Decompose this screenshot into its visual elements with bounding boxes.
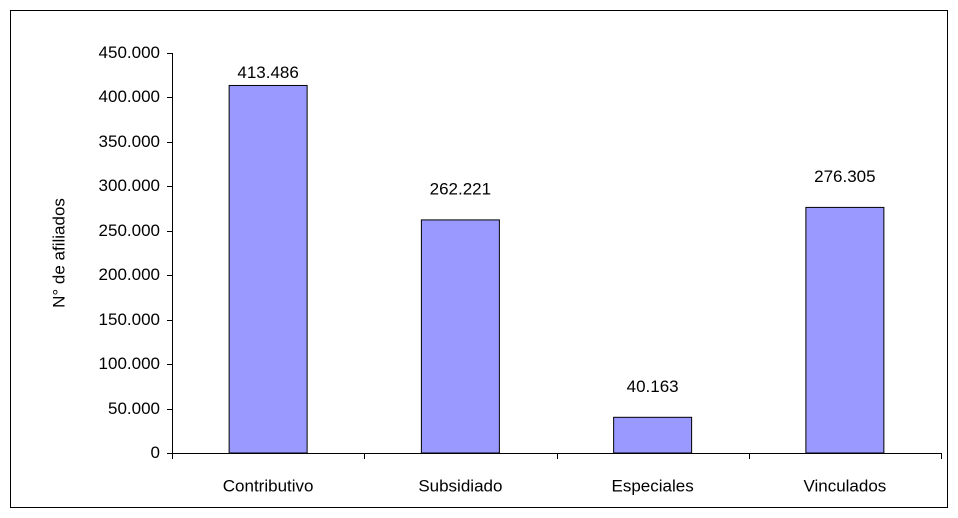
value-label: 40.163: [627, 377, 679, 396]
y-tick-label: 450.000: [99, 43, 160, 62]
y-tick-label: 50.000: [108, 399, 160, 418]
value-label: 276.305: [814, 167, 875, 186]
bar: [420, 219, 500, 454]
x-tick-label: Vinculados: [803, 476, 886, 495]
y-tick-label: 200.000: [99, 265, 160, 284]
y-axis-label: N° de afiliados: [49, 198, 68, 308]
y-tick-label: 100.000: [99, 354, 160, 373]
value-label: 413.486: [237, 63, 298, 82]
x-tick-label: Especiales: [612, 476, 694, 495]
y-tick-label: 350.000: [99, 132, 160, 151]
bar: [613, 416, 693, 454]
bar: [228, 84, 308, 454]
value-label: 262.221: [430, 179, 491, 198]
y-tick-label: 0: [151, 443, 160, 462]
y-tick-label: 300.000: [99, 176, 160, 195]
y-tick-label: 250.000: [99, 221, 160, 240]
x-tick-label: Contributivo: [223, 476, 314, 495]
y-tick-label: 400.000: [99, 87, 160, 106]
x-tick-label: Subsidiado: [418, 476, 502, 495]
bar: [805, 206, 885, 454]
y-tick-label: 150.000: [99, 310, 160, 329]
